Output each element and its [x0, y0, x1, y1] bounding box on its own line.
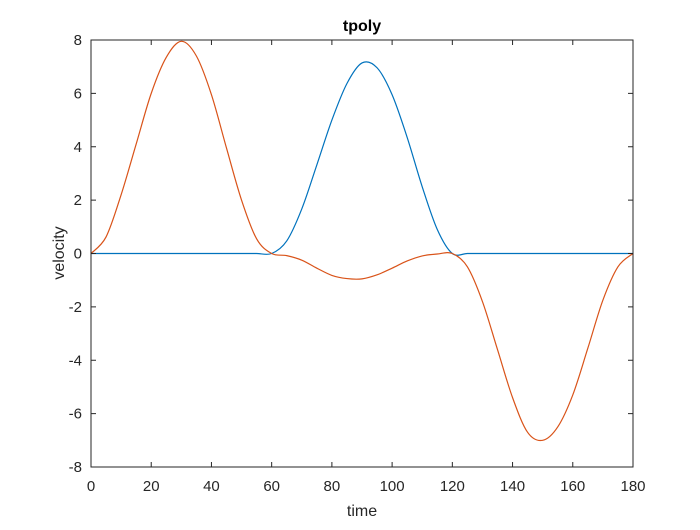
tick-layer: 0 20 40 60 80 100 120 140 160 180 -8 -6 -4 -2 0 2 4 6 8: [69, 32, 646, 495]
y-axis-label: velocity: [51, 226, 68, 279]
axes-box: [90, 39, 634, 468]
x-tick-label: 120: [440, 478, 465, 495]
x-tick-label: 160: [560, 478, 585, 495]
x-tick-label: 40: [203, 478, 220, 495]
y-tick-label: 2: [74, 192, 82, 209]
y-tick-label: 4: [74, 139, 82, 156]
x-tick-label: 100: [380, 478, 405, 495]
y-tick-label: -4: [69, 352, 82, 369]
x-tick-label: 0: [87, 478, 95, 495]
y-tick-label: -6: [69, 406, 82, 423]
series-line-1: [90, 61, 634, 256]
series-line-2: [90, 40, 634, 442]
series-layer: [90, 40, 634, 442]
y-tick-label: 0: [74, 246, 82, 263]
x-tick-label: 20: [143, 478, 160, 495]
y-tick-label: 6: [74, 85, 82, 102]
x-tick-label: 140: [500, 478, 525, 495]
x-tick-label: 60: [263, 478, 280, 495]
x-axis-label: time: [347, 503, 377, 520]
x-tick-label: 180: [620, 478, 645, 495]
y-tick-label: 8: [74, 32, 82, 49]
y-tick-label: -8: [69, 459, 82, 476]
chart-title: tpoly: [343, 18, 381, 35]
y-tick-label: -2: [69, 299, 82, 316]
x-tick-label: 80: [324, 478, 341, 495]
